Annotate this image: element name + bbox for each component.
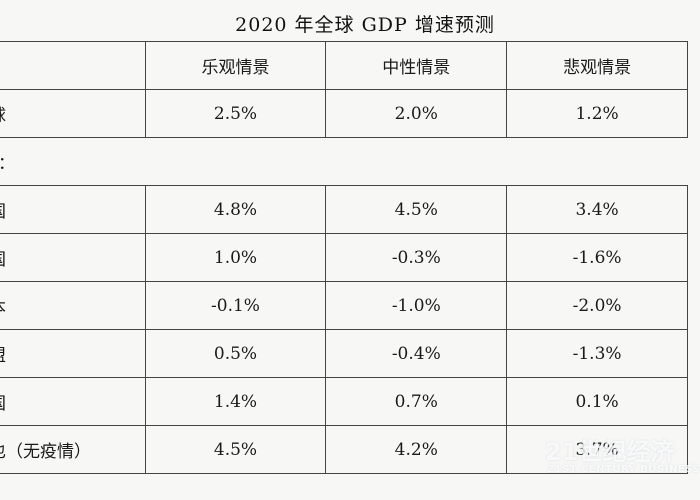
gdp-forecast-table: 乐观情景 中性情景 悲观情景 球 2.5% 2.0% 1.2% 中： 国 4.8… — [0, 41, 688, 474]
cell-optimistic: 4.8% — [144, 185, 327, 234]
cell-optimistic: 0.5% — [144, 329, 327, 378]
empty-cell — [145, 137, 326, 186]
section-label-cell: 中： — [0, 137, 146, 186]
table-row: 也（无疫情） 4.5% 4.2% 3.7% — [0, 425, 688, 474]
cell-pessimistic: -2.0% — [506, 281, 688, 330]
header-row: 乐观情景 中性情景 悲观情景 — [0, 41, 688, 90]
cell-neutral: 2.0% — [325, 89, 508, 138]
header-cell-label — [0, 41, 146, 90]
row-label: 盟 — [0, 329, 146, 378]
row-label: 国 — [0, 377, 146, 426]
empty-cell — [325, 137, 507, 186]
cell-neutral: 4.2% — [325, 425, 508, 474]
header-cell-neutral: 中性情景 — [325, 41, 508, 90]
table-row: 盟 0.5% -0.4% -1.3% — [0, 329, 688, 378]
cell-pessimistic: 1.2% — [506, 89, 688, 138]
section-row: 中： — [0, 137, 688, 186]
cell-optimistic: 1.4% — [144, 377, 327, 426]
cell-pessimistic: 3.7% — [506, 425, 688, 474]
cell-optimistic: 4.5% — [144, 425, 327, 474]
cell-pessimistic: -1.3% — [506, 329, 688, 378]
table-row: 球 2.5% 2.0% 1.2% — [0, 89, 688, 138]
cell-pessimistic: 0.1% — [506, 377, 688, 426]
section-label: 中： — [0, 149, 15, 174]
table-row: 国 1.4% 0.7% 0.1% — [0, 377, 688, 426]
header-cell-pessimistic: 悲观情景 — [506, 41, 688, 90]
cell-neutral: 0.7% — [325, 377, 508, 426]
table-row: 国 4.8% 4.5% 3.4% — [0, 185, 688, 234]
cell-neutral: 4.5% — [325, 185, 508, 234]
row-label: 国 — [0, 185, 146, 234]
cell-optimistic: -0.1% — [144, 281, 327, 330]
row-label: 也（无疫情） — [0, 425, 146, 474]
cell-neutral: -0.4% — [325, 329, 508, 378]
cell-neutral: -0.3% — [325, 233, 508, 282]
empty-cell — [506, 137, 688, 186]
cell-pessimistic: -1.6% — [506, 233, 688, 282]
cell-pessimistic: 3.4% — [506, 185, 688, 234]
table-row: 本 -0.1% -1.0% -2.0% — [0, 281, 688, 330]
cell-optimistic: 1.0% — [144, 233, 327, 282]
table-title: 2020 年全球 GDP 增速预测 — [235, 14, 495, 36]
cell-optimistic: 2.5% — [144, 89, 327, 138]
row-label: 国 — [0, 233, 146, 282]
header-cell-optimistic: 乐观情景 — [144, 41, 327, 90]
row-label: 本 — [0, 281, 146, 330]
table-row: 国 1.0% -0.3% -1.6% — [0, 233, 688, 282]
row-label: 球 — [0, 89, 146, 138]
cell-neutral: -1.0% — [325, 281, 508, 330]
